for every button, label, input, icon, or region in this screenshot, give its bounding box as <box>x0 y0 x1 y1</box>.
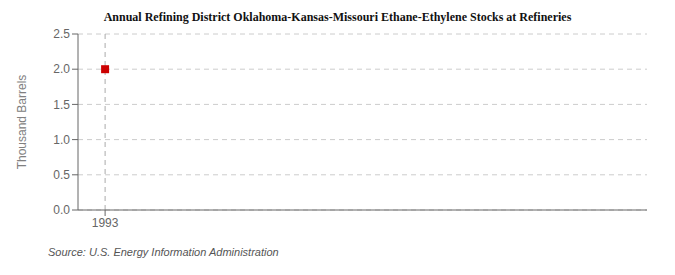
html-text:Source: U.S. Energy Informatio: Source: U.S. Energy Information Administ… <box>48 246 279 258</box>
svg-text:1.5: 1.5 <box>53 98 70 112</box>
svg-text:1.0: 1.0 <box>53 133 70 147</box>
svg-text:Thousand Barrels: Thousand Barrels <box>15 75 29 170</box>
svg-text:1993: 1993 <box>92 216 119 230</box>
html-text:Annual Refining District Oklah: Annual Refining District Oklahoma-Kansas… <box>103 10 572 24</box>
svg-text:2.5: 2.5 <box>53 27 70 41</box>
svg-text:0.5: 0.5 <box>53 168 70 182</box>
svg-text:2.0: 2.0 <box>53 62 70 76</box>
svg-text:0.0: 0.0 <box>53 203 70 217</box>
